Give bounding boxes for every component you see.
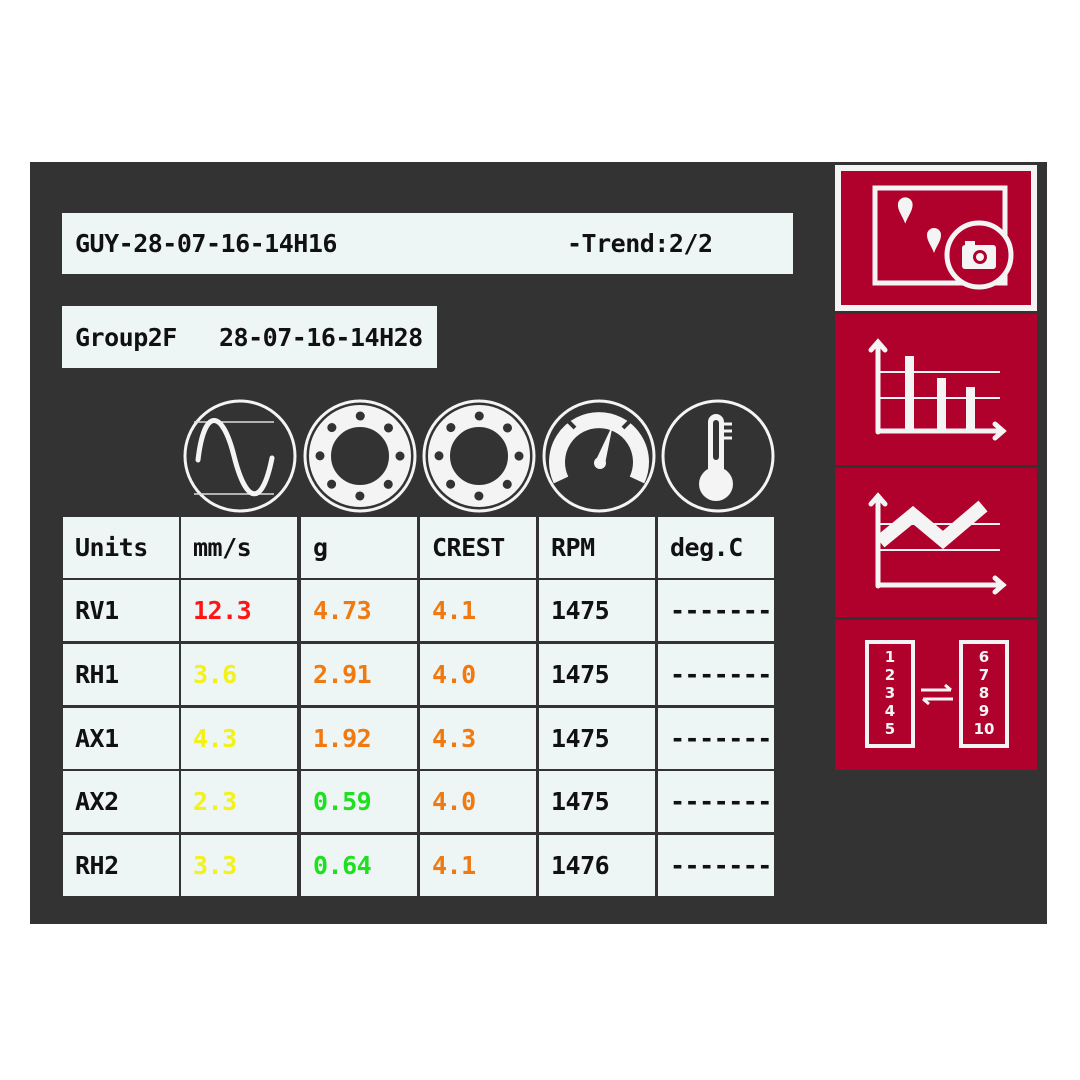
swap-number: 7 bbox=[979, 666, 989, 684]
sine-wave-icon bbox=[183, 399, 297, 513]
table-cell: -------- bbox=[658, 580, 774, 641]
table-cell: 1.92 bbox=[301, 708, 417, 769]
table-cell: 0.64 bbox=[301, 835, 417, 896]
row-label: RH2 bbox=[63, 835, 179, 896]
table-cell: 12.3 bbox=[181, 580, 297, 641]
swap-number: 5 bbox=[885, 720, 895, 738]
table-cell: 4.73 bbox=[301, 580, 417, 641]
photo-button[interactable] bbox=[835, 165, 1037, 311]
table-cell: -------- bbox=[658, 644, 774, 705]
table-cell: 2.3 bbox=[181, 771, 297, 832]
swap-number: 2 bbox=[885, 666, 895, 684]
row-label: RH1 bbox=[63, 644, 179, 705]
table-cell: 4.0 bbox=[420, 644, 536, 705]
column-header: Units bbox=[63, 517, 179, 578]
row-label: AX2 bbox=[63, 771, 179, 832]
swap-number: 1 bbox=[885, 648, 895, 666]
file-header: GUY-28-07-16-14H16 -Trend:2/2 bbox=[62, 213, 793, 274]
table-cell: 0.59 bbox=[301, 771, 417, 832]
group-name: Group2F bbox=[75, 322, 177, 352]
row-label: RV1 bbox=[63, 580, 179, 641]
column-header: RPM bbox=[539, 517, 655, 578]
swap-number: 3 bbox=[885, 684, 895, 702]
column-header: deg.C bbox=[658, 517, 774, 578]
swap-number: 6 bbox=[979, 648, 989, 666]
table-cell: 3.6 bbox=[181, 644, 297, 705]
row-label: AX1 bbox=[63, 708, 179, 769]
column-header: CREST bbox=[420, 517, 536, 578]
thermometer-icon bbox=[661, 399, 775, 513]
gauge-icon bbox=[542, 399, 656, 513]
line-chart-button[interactable] bbox=[835, 468, 1037, 617]
table-cell: 1475 bbox=[539, 580, 655, 641]
table-cell: 2.91 bbox=[301, 644, 417, 705]
table-cell: 4.1 bbox=[420, 835, 536, 896]
group-header: Group2F 28-07-16-14H28 bbox=[62, 306, 437, 368]
bearing-icon bbox=[422, 399, 536, 513]
group-timestamp: 28-07-16-14H28 bbox=[219, 322, 423, 352]
table-cell: 4.3 bbox=[420, 708, 536, 769]
table-cell: 4.1 bbox=[420, 580, 536, 641]
table-cell: 1476 bbox=[539, 835, 655, 896]
swap-number: 4 bbox=[885, 702, 895, 720]
table-cell: 3.3 bbox=[181, 835, 297, 896]
file-name: GUY-28-07-16-14H16 bbox=[75, 229, 337, 258]
table-cell: -------- bbox=[658, 771, 774, 832]
table-cell: -------- bbox=[658, 835, 774, 896]
photo-camera-icon bbox=[872, 185, 1014, 290]
bearing-icon bbox=[303, 399, 417, 513]
trend-indicator: -Trend:2/2 bbox=[567, 229, 713, 258]
bar-chart-button[interactable] bbox=[835, 314, 1037, 465]
column-header: g bbox=[301, 517, 417, 578]
swap-number: 8 bbox=[979, 684, 989, 702]
table-cell: 4.3 bbox=[181, 708, 297, 769]
line-chart-icon bbox=[868, 492, 1007, 595]
table-cell: 1475 bbox=[539, 644, 655, 705]
swap-number: 10 bbox=[974, 720, 995, 738]
bar-chart-icon bbox=[868, 338, 1007, 441]
table-cell: 1475 bbox=[539, 771, 655, 832]
table-cell: 1475 bbox=[539, 708, 655, 769]
column-header: mm/s bbox=[181, 517, 297, 578]
table-cell: 4.0 bbox=[420, 771, 536, 832]
swap-number: 9 bbox=[979, 702, 989, 720]
table-cell: -------- bbox=[658, 708, 774, 769]
